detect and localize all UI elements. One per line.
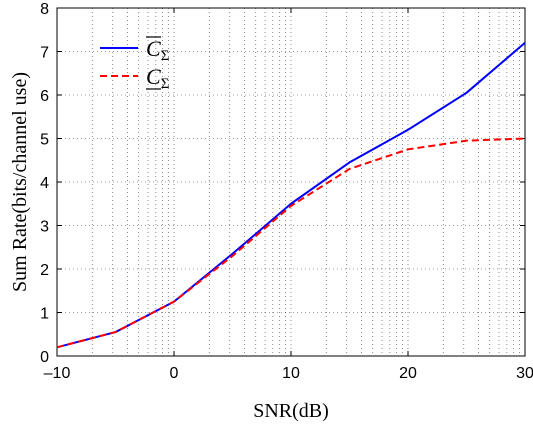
x-tick-label: 20	[399, 365, 417, 382]
x-tick-label: 10	[282, 365, 300, 382]
series-lines	[56, 42, 526, 349]
grid	[57, 8, 525, 356]
y-tick-label: 1	[40, 306, 49, 323]
y-tick-label: 3	[40, 219, 49, 236]
y-tick-label: 6	[40, 88, 49, 105]
y-tick-label: 5	[40, 132, 49, 149]
y-tick-label: 8	[40, 1, 49, 18]
x-tick-label: –10	[44, 365, 71, 382]
x-tick-label: 0	[170, 365, 179, 382]
y-tick-label: 7	[40, 45, 49, 62]
y-tick-label: 4	[40, 175, 49, 192]
legend-label: CΣ	[146, 36, 169, 64]
y-tick-label: 0	[40, 349, 49, 366]
x-tick-label: 30	[516, 365, 533, 382]
legend-label: CΣ	[146, 64, 169, 92]
x-axis-label: SNR(dB)	[253, 400, 329, 422]
y-axis-label: Sum Rate(bits/channel use)	[9, 72, 31, 292]
series-line-lower-bound	[56, 137, 526, 349]
y-tick-label: 2	[40, 262, 49, 279]
